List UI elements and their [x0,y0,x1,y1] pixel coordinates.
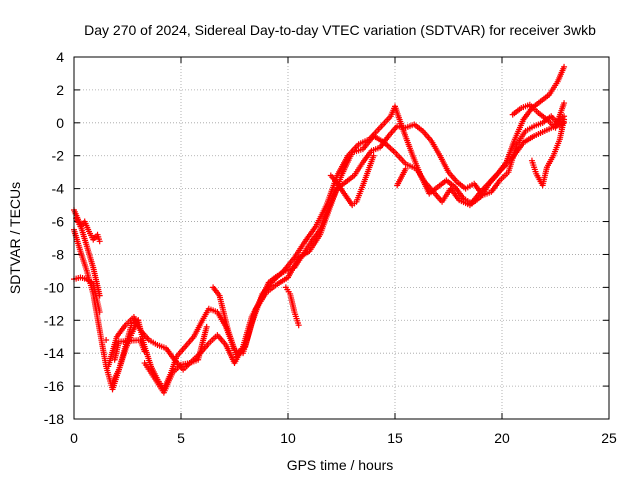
data-point-plus [141,348,148,355]
x-axis-label: GPS time / hours [287,457,394,473]
x-tick-label: 5 [177,430,185,446]
x-tick-label: 25 [601,430,617,446]
y-tick-label: -4 [52,181,65,197]
data-point-plus [203,323,210,330]
series-trace-c [71,113,568,373]
y-tick-label: 2 [56,82,64,98]
chart-title: Day 270 of 2024, Sidereal Day-to-day VTE… [84,22,596,38]
y-tick-label: -2 [52,148,65,164]
y-axis-label: SDTVAR / TECUs [7,182,23,294]
x-tick-label: 20 [494,430,510,446]
data-point-plus [561,100,568,107]
data-point-plus [96,238,103,245]
x-tick-label: 0 [70,430,78,446]
y-tick-label: 0 [56,115,64,131]
y-tick-label: 4 [56,49,64,65]
y-tick-label: -10 [44,279,64,295]
data-point-plus [561,116,568,123]
data-point-plus [370,152,377,159]
data-point-plus [402,165,409,172]
y-tick-label: -18 [44,411,64,427]
y-tick-label: -12 [44,312,64,328]
data-series [71,63,568,396]
y-tick-label: -6 [52,214,65,230]
data-point-plus [96,309,103,316]
y-tick-label: -8 [52,246,65,262]
x-tick-label: 10 [280,430,296,446]
x-tick-label: 15 [387,430,403,446]
y-tick-label: -16 [44,378,64,394]
data-point-plus [295,322,302,329]
series-trace-e [73,152,409,363]
series-trace-d [509,100,568,189]
y-tick-label: -14 [44,345,64,361]
plot-border [73,56,610,420]
axis-tick-labels: 0 5 10 15 20 25 -18 -16 -14 -12 -10 -8 -6 -4 -2 0 2 4 [44,49,617,446]
data-point-plus [561,63,568,70]
